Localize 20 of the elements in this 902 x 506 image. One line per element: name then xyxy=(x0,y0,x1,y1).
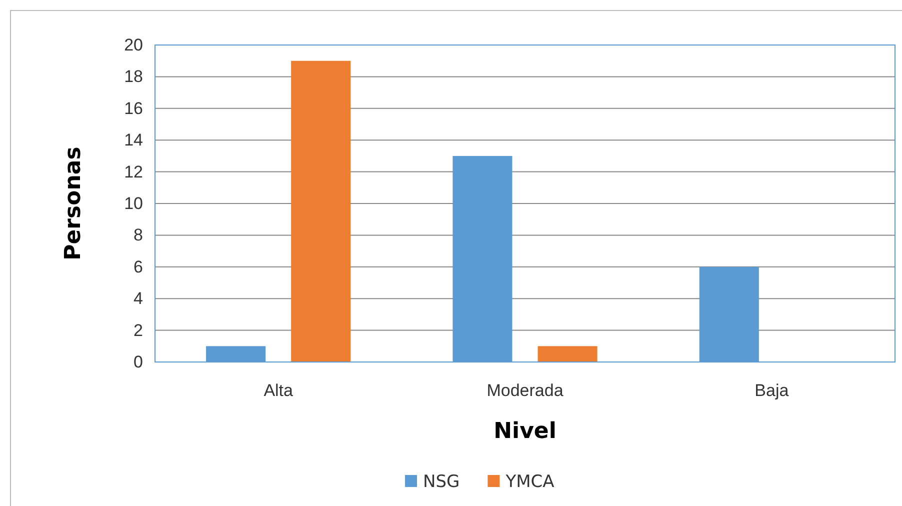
y-tick-label: 0 xyxy=(134,352,143,372)
y-tick-label: 4 xyxy=(134,289,143,308)
x-axis-title: Nivel xyxy=(494,419,556,444)
y-tick-label: 12 xyxy=(124,162,143,182)
legend-label: NSG xyxy=(423,472,460,492)
x-tick-label: Alta xyxy=(264,381,294,400)
x-tick-label: Moderada xyxy=(486,381,564,400)
y-tick-label: 6 xyxy=(134,257,143,276)
y-tick-label: 14 xyxy=(124,130,143,150)
y-tick-label: 20 xyxy=(124,35,143,54)
y-axis-title: Personas xyxy=(61,146,86,260)
legend-label: YMCA xyxy=(504,472,555,492)
y-tick-label: 16 xyxy=(124,98,143,118)
y-tick-label: 2 xyxy=(134,320,143,340)
x-tick-label: Baja xyxy=(754,381,790,400)
bar xyxy=(538,346,598,362)
bar xyxy=(291,60,351,362)
y-tick-label: 10 xyxy=(124,194,143,213)
y-tick-label: 18 xyxy=(124,67,143,86)
y-tick-label: 8 xyxy=(134,226,143,245)
